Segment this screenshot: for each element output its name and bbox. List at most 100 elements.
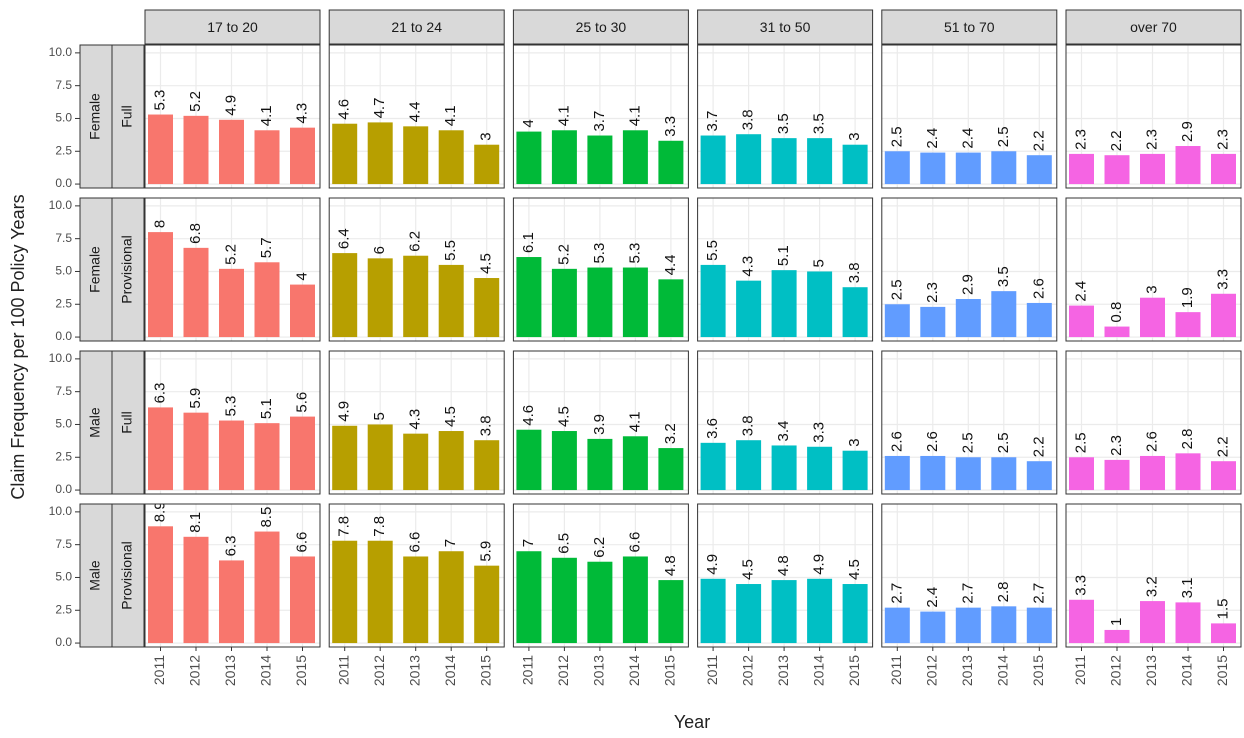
bar [1026,461,1052,491]
panel: 4.6 4.5 3.9 4.1 3.2 [513,351,689,494]
value-label: 4.6 [520,405,537,426]
bar [700,442,726,491]
bar [807,271,833,338]
value-label: 4.3 [293,103,310,124]
bar [367,122,393,185]
value-label: 5.9 [187,388,204,409]
value-label: 2.2 [1108,130,1125,151]
bar [1104,629,1130,644]
bar [290,556,315,644]
x-tick-label: 2012 [555,655,571,686]
value-label: 5.3 [222,396,239,417]
bar [290,284,315,338]
y-tick-label: 2.5 [55,449,72,463]
value-label: 5.7 [258,237,275,258]
bar [551,268,577,338]
panel-border [512,350,689,495]
panel-border [1065,350,1242,495]
x-tick-label: 2011 [520,655,536,685]
row-strip-label: Female [87,93,103,140]
panel-border [1065,197,1242,342]
x-tick-label: 2015 [1030,655,1046,686]
x-tick-label: 2011 [151,655,167,685]
value-label: 8 [151,220,168,228]
panel-border [697,350,874,495]
bar [474,144,500,185]
value-label: 0.8 [1108,302,1125,323]
value-label: 6.6 [626,532,643,553]
bar [622,436,648,491]
bar [807,578,833,644]
value-label: 2.2 [1030,436,1047,457]
bar [736,280,762,338]
bar [1140,601,1165,644]
value-label: 3.8 [478,415,495,436]
y-tick-label: 5.0 [55,570,72,584]
bar [991,606,1017,644]
column-strip-label: 25 to 30 [576,19,627,35]
value-label: 3.2 [1143,576,1160,597]
panel-border [328,350,505,495]
bar [474,565,500,644]
panel: 4 4.1 3.7 4.1 3.3 [513,45,689,188]
bar [183,115,209,185]
panel: 5.3 5.2 4.9 4.1 4.3 [145,45,320,188]
value-label: 4.9 [336,401,353,422]
value-label: 5.9 [478,541,495,562]
value-label: 2.7 [959,583,976,604]
panel: 2.4 0.8 3 1.9 3.3 [1066,198,1241,341]
bar [1026,302,1052,338]
row-strip [111,350,145,495]
bar [700,135,726,185]
value-label: 2.8 [995,581,1012,602]
y-tick-label: 0.0 [55,482,72,496]
value-label: 5.3 [591,243,608,264]
y-tick-label: 0.0 [55,176,72,190]
x-tick-label: 2012 [739,655,755,686]
x-tick-label: 2014 [442,655,458,686]
bar [183,247,209,338]
panel: 6.4 6 6.2 5.5 4.5 [329,198,505,341]
bar [1211,461,1236,491]
value-label: 5.3 [626,243,643,264]
value-label: 2.6 [1143,431,1160,452]
bar [219,119,244,185]
value-label: 4.5 [740,559,757,580]
value-label: 5.2 [187,91,204,112]
panel: 2.5 2.3 2.9 3.5 2.6 [881,198,1057,341]
bar [920,611,946,644]
row-strip-label: Provisional [119,541,135,609]
value-label: 3.4 [775,421,792,442]
value-label: 2.5 [959,432,976,453]
bar [700,264,726,338]
bar [884,607,910,644]
value-label: 4.9 [704,554,721,575]
value-label: 8.5 [258,507,275,528]
value-label: 3 [478,132,495,140]
bar [474,440,500,491]
bar [991,291,1017,338]
panel: 3.7 3.8 3.5 3.5 3 [697,45,873,188]
bar [1069,305,1094,338]
y-tick-label: 10.0 [49,45,73,59]
bar [551,130,577,185]
row-strip [111,503,145,648]
value-label: 7.8 [336,516,353,537]
panel-border [1065,44,1242,189]
x-tick-label: 2013 [222,655,238,686]
bar [332,425,358,491]
value-label: 2.5 [888,279,905,300]
bar [622,556,648,644]
column-strip [328,9,505,45]
value-label: 1 [1108,618,1125,626]
value-label: 4.1 [626,105,643,126]
bar [1175,312,1201,338]
x-axis-label: Year [674,712,710,732]
panel: 2.5 2.3 2.6 2.8 2.2 [1066,351,1241,494]
value-label: 5 [371,412,388,420]
panel-border [881,197,1058,342]
value-label: 5.3 [151,90,168,111]
panel-border [881,44,1058,189]
y-tick-label: 5.0 [55,264,72,278]
bar [1140,297,1165,338]
